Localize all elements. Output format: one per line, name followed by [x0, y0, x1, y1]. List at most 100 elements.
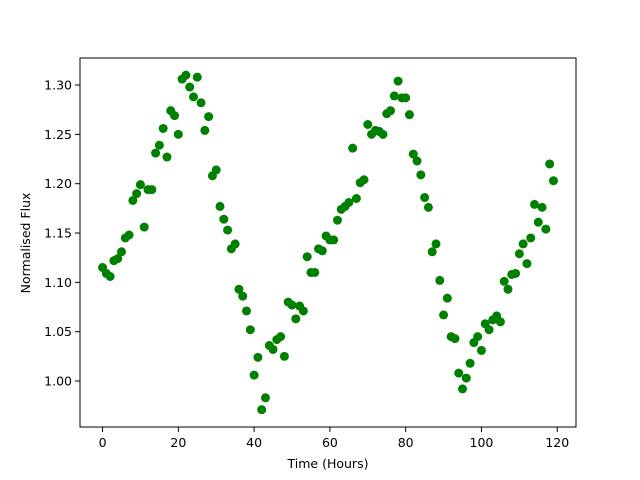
data-point — [223, 225, 233, 235]
data-point — [420, 193, 430, 203]
y-tick-label: 1.30 — [44, 78, 72, 93]
x-tick-label: 20 — [170, 435, 186, 450]
data-point — [234, 284, 244, 294]
data-point — [378, 129, 388, 139]
data-point — [170, 111, 180, 121]
data-point — [359, 175, 369, 185]
data-point — [196, 98, 206, 108]
y-tick-label: 1.10 — [44, 275, 72, 290]
y-tick-label: 1.05 — [44, 324, 72, 339]
x-axis-label: Time (Hours) — [287, 456, 369, 471]
data-point — [454, 368, 464, 378]
data-point — [548, 176, 558, 186]
data-point — [389, 91, 399, 101]
data-point — [427, 247, 437, 257]
data-point — [450, 334, 460, 344]
data-point — [185, 82, 195, 92]
data-point — [200, 125, 210, 135]
data-point — [458, 384, 468, 394]
data-point — [181, 70, 191, 80]
data-point — [276, 332, 286, 342]
data-point — [154, 140, 164, 150]
data-point — [242, 306, 252, 316]
y-tick-label: 1.25 — [44, 127, 72, 142]
data-point — [151, 148, 161, 158]
y-tick-label: 1.00 — [44, 374, 72, 389]
data-point — [537, 202, 547, 212]
data-point — [412, 156, 422, 166]
data-point — [332, 215, 342, 225]
data-point — [545, 159, 555, 169]
data-point — [245, 325, 255, 335]
data-point — [132, 189, 142, 199]
data-point — [204, 112, 214, 122]
data-point — [139, 222, 149, 232]
data-point — [503, 284, 513, 294]
y-tick-label: 1.15 — [44, 226, 72, 241]
data-point — [135, 180, 145, 190]
data-point — [393, 76, 403, 86]
x-tick-label: 40 — [246, 435, 262, 450]
data-point — [473, 332, 483, 342]
data-point — [526, 233, 536, 243]
data-point — [113, 254, 123, 264]
data-point — [499, 276, 509, 286]
data-point — [279, 351, 289, 361]
data-point — [147, 185, 157, 195]
data-point — [124, 230, 134, 240]
data-point — [302, 252, 312, 262]
data-point — [439, 310, 449, 320]
data-point — [416, 170, 426, 180]
data-point — [363, 119, 373, 129]
data-point — [188, 92, 198, 102]
data-point — [230, 239, 240, 249]
data-point — [317, 246, 327, 256]
data-point — [219, 214, 229, 224]
data-point — [291, 314, 301, 324]
data-point — [211, 165, 221, 175]
data-point — [408, 149, 418, 159]
data-point — [386, 106, 396, 116]
data-point — [514, 249, 524, 259]
y-tick-label: 1.20 — [44, 176, 72, 191]
x-tick-label: 0 — [99, 435, 107, 450]
data-point — [253, 352, 263, 362]
data-point — [162, 152, 172, 162]
data-point — [435, 275, 445, 285]
x-tick-label: 120 — [545, 435, 569, 450]
data-point — [465, 358, 475, 368]
data-point — [238, 291, 248, 301]
plot-frame — [79, 57, 577, 428]
data-point — [442, 293, 452, 303]
x-tick-label: 100 — [470, 435, 494, 450]
y-axis-label: Normalised Flux — [18, 193, 33, 294]
data-point — [351, 193, 361, 203]
data-point — [431, 239, 441, 249]
data-point — [522, 259, 532, 269]
data-point — [344, 197, 354, 207]
data-point — [495, 317, 505, 327]
data-point — [128, 195, 138, 205]
data-point — [105, 271, 115, 281]
data-point — [511, 268, 521, 278]
data-point — [404, 110, 414, 120]
data-point — [533, 217, 543, 227]
data-point — [423, 202, 433, 212]
data-point — [287, 300, 297, 310]
data-point — [268, 344, 278, 354]
data-point — [348, 143, 358, 153]
x-tick-label: 60 — [322, 435, 338, 450]
x-tick-label: 80 — [398, 435, 414, 450]
data-point — [310, 267, 320, 277]
data-point — [401, 93, 411, 103]
data-point — [192, 72, 202, 82]
data-point — [329, 235, 339, 245]
data-point — [249, 370, 259, 380]
data-point — [298, 306, 308, 316]
data-point — [541, 224, 551, 234]
data-point — [461, 373, 471, 383]
data-point — [518, 239, 528, 249]
data-point — [257, 405, 267, 415]
data-point — [215, 201, 225, 211]
